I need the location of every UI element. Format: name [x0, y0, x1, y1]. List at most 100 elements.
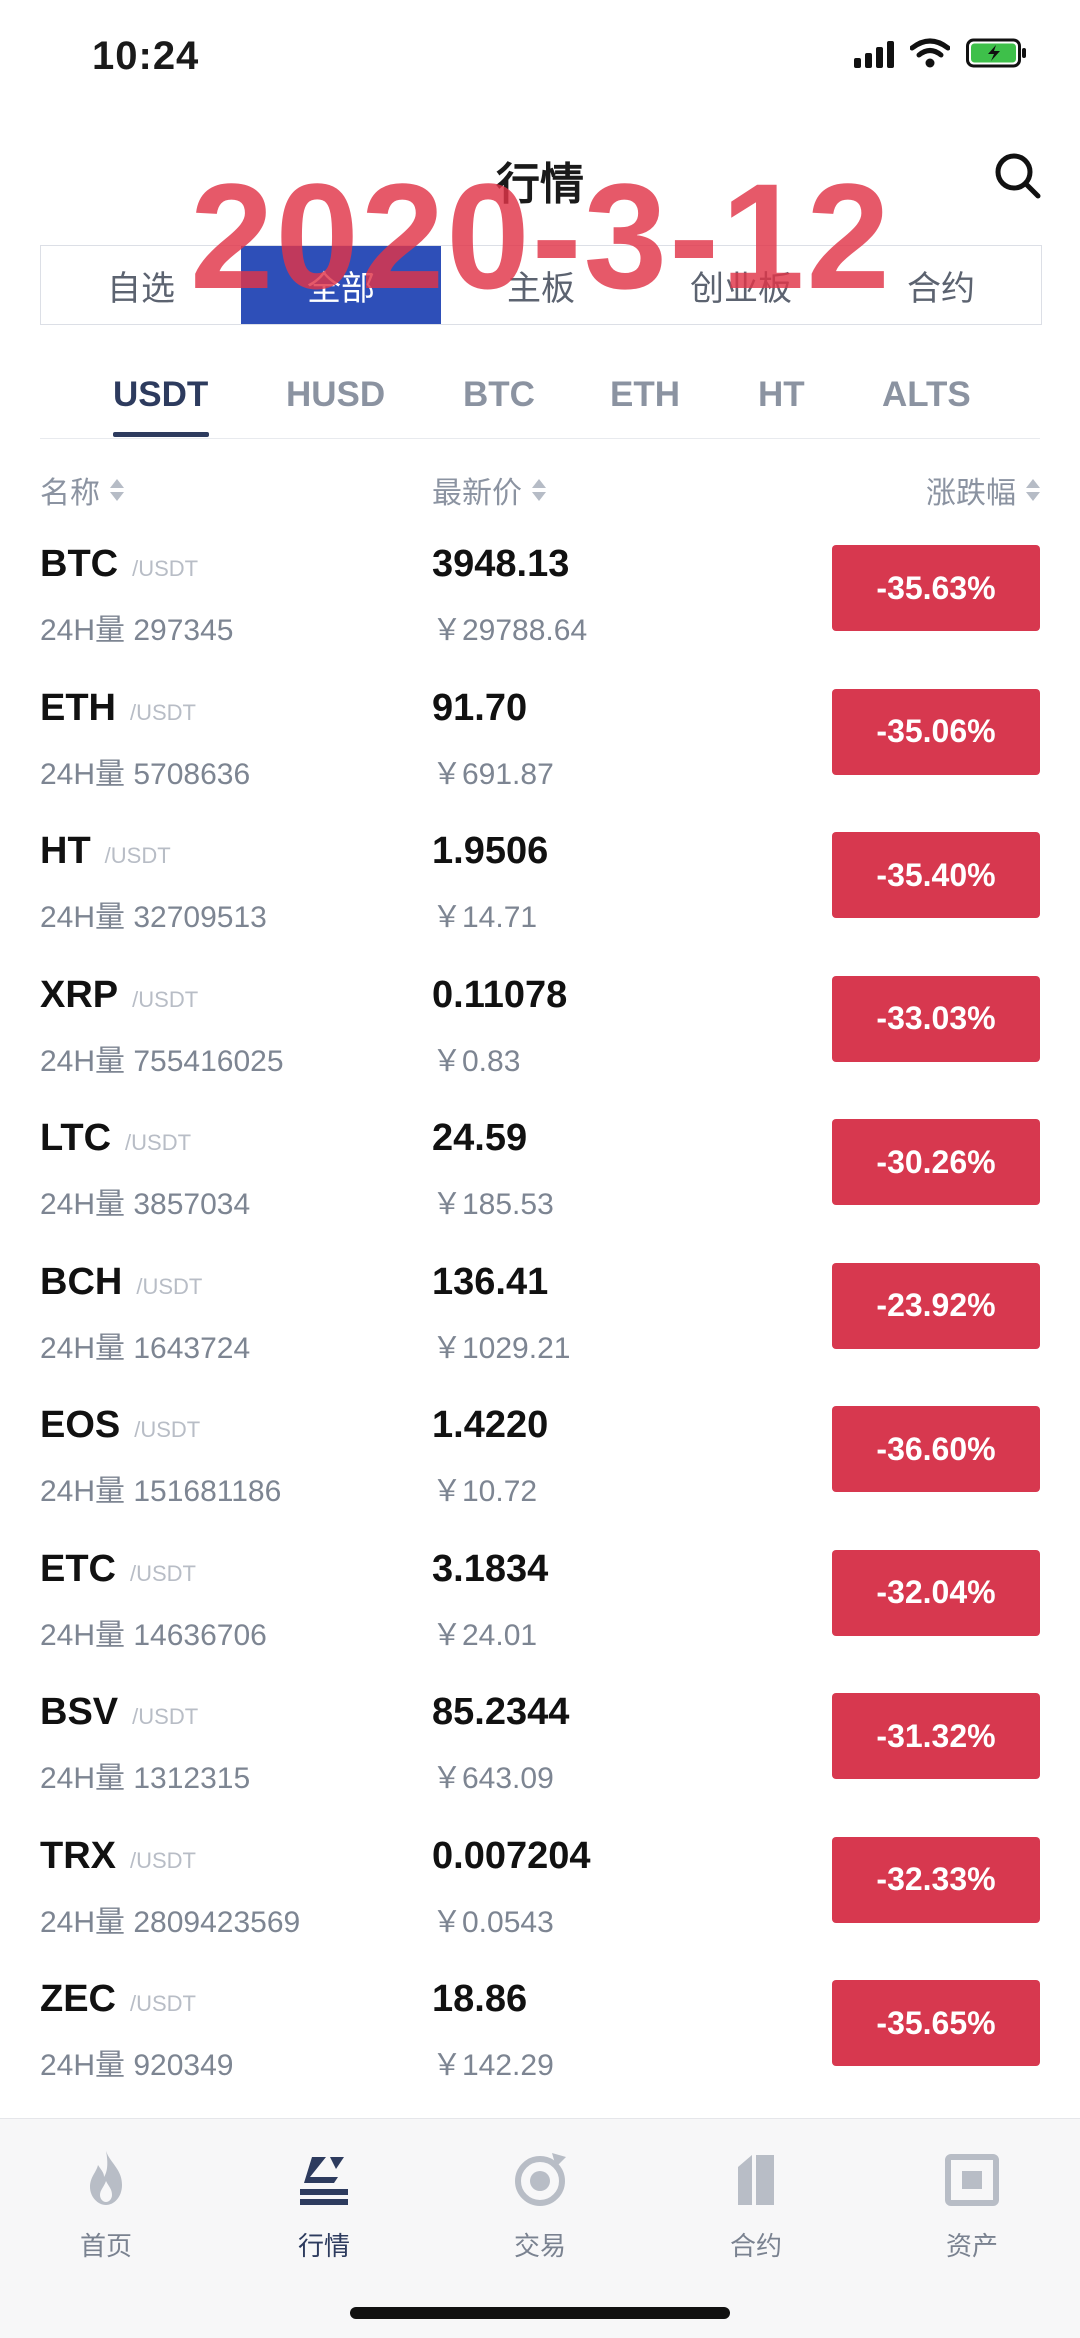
volume-24h: 24H量 297345 — [40, 614, 234, 647]
base-symbol: BSV — [40, 1691, 119, 1733]
price-cny: ￥691.87 — [432, 757, 554, 791]
sort-by-name[interactable]: 名称 — [40, 468, 124, 512]
segment-favorites[interactable]: 自选 — [107, 269, 175, 308]
market-row[interactable]: TRX /USDT 24H量 2809423569 0.007204 ￥0.05… — [0, 1817, 1080, 1961]
battery-icon — [966, 38, 1028, 68]
change-badge: -30.26% — [832, 1119, 1040, 1205]
last-price: 1.4220 — [432, 1404, 549, 1446]
sort-icon — [532, 477, 546, 503]
quote-symbol: /USDT — [132, 986, 199, 1012]
market-icon — [300, 2157, 348, 2205]
market-row[interactable]: ZEC /USDT 24H量 920349 18.86 ￥142.29 -35.… — [0, 1960, 1080, 2104]
tab-husd[interactable]: HUSD — [286, 375, 386, 414]
divider — [40, 438, 1040, 439]
tab-trade[interactable]: 交易 — [470, 2147, 610, 2263]
quote-symbol: /USDT — [136, 1273, 203, 1299]
segment-main-board[interactable]: 主板 — [507, 269, 575, 308]
base-symbol: LTC — [40, 1117, 112, 1159]
market-row[interactable]: ETC /USDT 24H量 14636706 3.1834 ￥24.01 -3… — [0, 1530, 1080, 1674]
sort-by-price[interactable]: 最新价 — [432, 468, 546, 512]
last-price: 3.1834 — [432, 1547, 549, 1590]
quote-symbol: /USDT — [132, 556, 199, 581]
cellular-signal-icon — [854, 38, 894, 68]
tab-market[interactable]: 行情 — [254, 2147, 394, 2263]
price-cny: ￥24.01 — [432, 1618, 538, 1652]
tab-contract[interactable]: 合约 — [686, 2147, 826, 2263]
segment-growth-board[interactable]: 创业板 — [690, 269, 792, 308]
tab-assets[interactable]: 资产 — [902, 2147, 1042, 2263]
market-row[interactable]: ETH /USDT 24H量 5708636 91.70 ￥691.87 -35… — [0, 669, 1080, 813]
trading-pair: HT /USDT — [40, 830, 171, 873]
change-badge: -35.65% — [832, 1980, 1040, 2066]
segment-all[interactable]: 全部 — [241, 246, 441, 324]
volume-24h: 24H量 2809423569 — [40, 1905, 301, 1939]
column-header: 名称 最新价 涨跌幅 — [0, 460, 1080, 520]
price-cny: ￥10.72 — [432, 1475, 538, 1508]
market-row[interactable]: XRP /USDT 24H量 755416025 0.11078 ￥0.83 -… — [0, 956, 1080, 1100]
tab-alts[interactable]: ALTS — [882, 375, 971, 414]
sort-icon — [110, 477, 124, 503]
page-title: 行情 — [496, 160, 584, 209]
trading-pair: ETC /USDT — [40, 1548, 196, 1591]
contract-icon — [738, 2155, 774, 2205]
change-badge: -35.06% — [832, 688, 1040, 775]
base-symbol: ZEC — [40, 1978, 116, 2020]
base-symbol: ETC — [40, 1547, 116, 1590]
base-symbol: EOS — [40, 1404, 121, 1446]
change-badge: -23.92% — [832, 1262, 1040, 1349]
last-price: 136.41 — [432, 1260, 549, 1303]
trading-pair: EOS /USDT — [40, 1404, 200, 1447]
base-symbol: TRX — [40, 1834, 116, 1877]
price-cny: ￥0.83 — [432, 1044, 521, 1078]
column-name-label: 名称 — [40, 477, 100, 510]
tab-ht[interactable]: HT — [758, 375, 805, 414]
market-row[interactable]: LTC /USDT 24H量 3857034 24.59 ￥185.53 -30… — [0, 1099, 1080, 1243]
last-price: 85.2344 — [432, 1691, 570, 1733]
base-symbol: ETH — [40, 686, 116, 729]
wallet-icon — [945, 2154, 999, 2206]
tab-home[interactable]: 首页 — [36, 2147, 176, 2263]
last-price: 0.11078 — [432, 973, 568, 1016]
sort-by-change[interactable]: 涨跌幅 — [926, 468, 1040, 512]
tab-eth[interactable]: ETH — [610, 375, 680, 414]
flame-icon — [90, 2151, 122, 2205]
market-row[interactable]: HT /USDT 24H量 32709513 1.9506 ￥14.71 -35… — [0, 812, 1080, 956]
volume-24h: 24H量 5708636 — [40, 757, 251, 791]
segment-contracts[interactable]: 合约 — [907, 269, 975, 308]
last-price: 91.70 — [432, 686, 528, 729]
change-badge: -35.40% — [832, 832, 1040, 918]
search-button[interactable] — [990, 148, 1046, 204]
column-price-label: 最新价 — [432, 477, 522, 510]
quote-symbol: /USDT — [130, 1847, 196, 1873]
base-symbol: BTC — [40, 543, 119, 585]
market-list: BTC /USDT 24H量 297345 3948.13 ￥29788.64 … — [0, 525, 1080, 2104]
volume-24h: 24H量 1643724 — [40, 1331, 251, 1365]
active-tab-indicator — [113, 432, 209, 437]
last-price: 0.007204 — [432, 1834, 591, 1877]
tab-btc[interactable]: BTC — [463, 375, 535, 414]
tab-label: 资产 — [945, 2231, 998, 2261]
base-symbol: BCH — [40, 1260, 123, 1303]
volume-24h: 24H量 151681186 — [40, 1475, 282, 1508]
quote-symbol: /USDT — [130, 699, 196, 725]
trading-pair: ZEC /USDT — [40, 1978, 196, 2021]
exchange-icon — [515, 2153, 566, 2206]
volume-24h: 24H量 1312315 — [40, 1762, 251, 1795]
market-row[interactable]: BCH /USDT 24H量 1643724 136.41 ￥1029.21 -… — [0, 1243, 1080, 1387]
last-price: 18.86 — [432, 1978, 528, 2020]
price-cny: ￥1029.21 — [432, 1331, 571, 1365]
home-indicator[interactable] — [350, 2307, 730, 2319]
price-cny: ￥185.53 — [432, 1188, 554, 1221]
market-row[interactable]: EOS /USDT 24H量 151681186 1.4220 ￥10.72 -… — [0, 1386, 1080, 1530]
volume-24h: 24H量 3857034 — [40, 1188, 251, 1221]
trading-pair: XRP /USDT — [40, 974, 198, 1017]
market-row[interactable]: BSV /USDT 24H量 1312315 85.2344 ￥643.09 -… — [0, 1673, 1080, 1817]
tab-usdt[interactable]: USDT — [113, 375, 209, 414]
quote-currency-tabs: USDT HUSD BTC ETH HT ALTS — [0, 355, 1080, 435]
volume-24h: 24H量 920349 — [40, 2049, 234, 2082]
market-segment-control: 自选 全部 主板 创业板 合约 — [40, 245, 1042, 325]
quote-symbol: /USDT — [132, 1704, 199, 1729]
price-cny: ￥0.0543 — [432, 1905, 554, 1939]
quote-symbol: /USDT — [134, 1417, 201, 1442]
market-row[interactable]: BTC /USDT 24H量 297345 3948.13 ￥29788.64 … — [0, 525, 1080, 669]
